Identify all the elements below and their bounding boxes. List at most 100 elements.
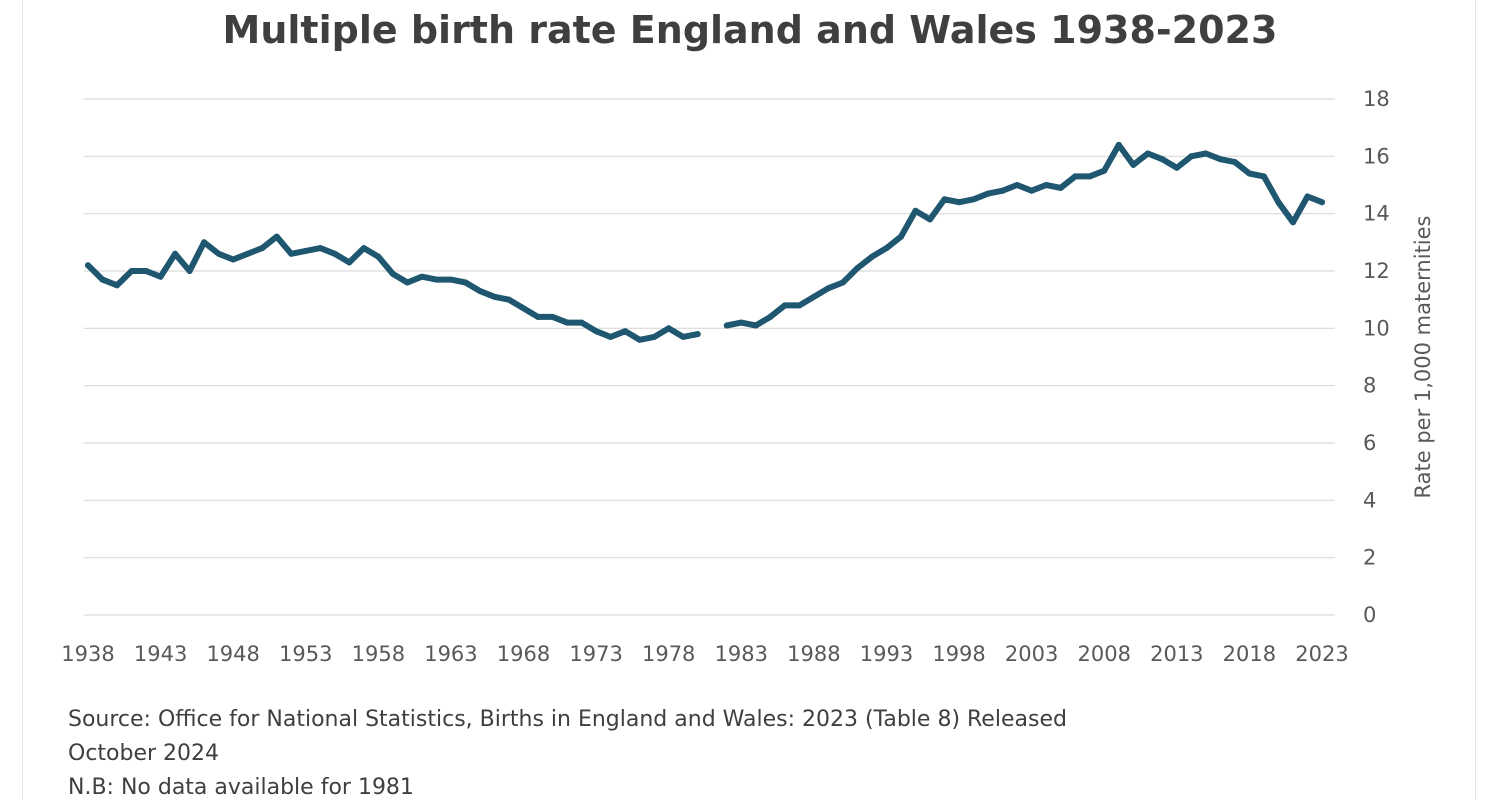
data-point bbox=[1028, 187, 1035, 194]
data-point bbox=[418, 273, 425, 280]
data-point bbox=[665, 325, 672, 332]
data-point bbox=[128, 268, 135, 274]
data-point bbox=[1319, 199, 1325, 206]
data-point bbox=[1057, 184, 1064, 191]
data-point bbox=[1202, 150, 1209, 157]
chart-title: Multiple birth rate England and Wales 19… bbox=[223, 8, 1278, 52]
data-point bbox=[1290, 219, 1296, 226]
data-point bbox=[375, 253, 382, 260]
data-point bbox=[273, 233, 280, 240]
data-point bbox=[869, 253, 875, 260]
data-point bbox=[520, 305, 527, 312]
data-point bbox=[1086, 173, 1093, 180]
x-tick-label: 1978 bbox=[642, 642, 695, 666]
data-point bbox=[941, 196, 948, 203]
data-point bbox=[738, 319, 745, 326]
data-point bbox=[477, 288, 483, 295]
x-tick-label: 1943 bbox=[134, 642, 187, 666]
data-point bbox=[317, 245, 324, 252]
data-point bbox=[970, 196, 977, 203]
y-tick-label: 6 bbox=[1363, 431, 1376, 455]
data-point bbox=[1043, 182, 1050, 188]
x-tick-label: 1998 bbox=[932, 642, 985, 666]
x-tick-label: 2003 bbox=[1005, 642, 1058, 666]
y-tick-label: 8 bbox=[1363, 374, 1376, 398]
data-point bbox=[535, 313, 541, 320]
data-point bbox=[1072, 173, 1079, 180]
data-point bbox=[636, 336, 643, 343]
data-point bbox=[578, 319, 585, 326]
data-point bbox=[331, 250, 338, 257]
data-point bbox=[404, 279, 411, 286]
data-point bbox=[1304, 193, 1311, 200]
data-point bbox=[651, 333, 658, 340]
series-group bbox=[85, 141, 1325, 343]
data-point bbox=[564, 319, 571, 326]
data-point bbox=[1231, 159, 1238, 166]
source-line-1: Source: Office for National Statistics, … bbox=[68, 707, 1067, 732]
data-point bbox=[346, 259, 353, 266]
data-point bbox=[999, 187, 1006, 194]
y-tick-label: 12 bbox=[1363, 259, 1390, 283]
data-point bbox=[1260, 173, 1267, 180]
source-line-2: October 2024 bbox=[68, 741, 220, 766]
data-point bbox=[927, 216, 933, 223]
data-point bbox=[244, 250, 251, 257]
x-tick-label: 1948 bbox=[206, 642, 259, 666]
data-point bbox=[680, 333, 687, 340]
data-point bbox=[1173, 164, 1180, 171]
data-point bbox=[447, 276, 454, 283]
x-tick-label: 1968 bbox=[497, 642, 550, 666]
data-point bbox=[549, 313, 556, 320]
data-point bbox=[288, 250, 295, 257]
data-point bbox=[85, 262, 91, 269]
x-tick-label: 1973 bbox=[569, 642, 622, 666]
data-point bbox=[622, 328, 629, 335]
data-point bbox=[1144, 150, 1151, 157]
y-tick-label: 0 bbox=[1363, 603, 1376, 627]
data-point bbox=[462, 279, 469, 286]
data-point bbox=[143, 268, 150, 274]
y-axis-ticks: 0 2 4 6 8 10 12 14 16 18 bbox=[1363, 87, 1390, 627]
chart-notes: Source: Office for National Statistics, … bbox=[68, 703, 1268, 805]
data-point bbox=[796, 302, 803, 309]
data-point bbox=[1101, 167, 1108, 174]
data-point bbox=[694, 331, 701, 338]
data-point bbox=[389, 270, 396, 277]
data-point bbox=[172, 250, 179, 257]
data-point bbox=[433, 276, 440, 283]
data-point bbox=[723, 322, 730, 329]
data-point bbox=[1014, 182, 1021, 188]
data-point bbox=[752, 322, 759, 329]
x-tick-label: 1958 bbox=[352, 642, 405, 666]
data-point bbox=[956, 199, 963, 206]
data-point bbox=[259, 245, 266, 252]
data-point bbox=[201, 239, 208, 246]
data-point bbox=[767, 313, 774, 320]
y-tick-label: 14 bbox=[1363, 202, 1390, 226]
data-point bbox=[781, 302, 788, 309]
y-tick-label: 18 bbox=[1363, 87, 1390, 111]
data-point bbox=[607, 333, 614, 340]
data-point bbox=[506, 296, 512, 303]
data-point bbox=[186, 268, 193, 274]
data-point bbox=[491, 293, 498, 300]
data-point bbox=[360, 245, 367, 252]
data-point bbox=[825, 285, 832, 292]
data-point bbox=[215, 250, 222, 257]
x-tick-label: 2018 bbox=[1223, 642, 1276, 666]
data-point bbox=[302, 247, 309, 254]
data-point bbox=[985, 190, 992, 197]
data-point bbox=[854, 265, 861, 272]
data-point bbox=[1159, 156, 1166, 163]
data-point bbox=[114, 282, 120, 289]
no-data-note: N.B: No data available for 1981 bbox=[68, 775, 414, 800]
data-point bbox=[230, 256, 237, 263]
x-tick-label: 1983 bbox=[715, 642, 768, 666]
data-point bbox=[593, 328, 600, 335]
data-point bbox=[883, 245, 890, 252]
y-tick-label: 10 bbox=[1363, 316, 1390, 340]
data-point bbox=[810, 293, 817, 300]
data-point bbox=[99, 276, 106, 283]
y-tick-label: 2 bbox=[1363, 546, 1376, 570]
